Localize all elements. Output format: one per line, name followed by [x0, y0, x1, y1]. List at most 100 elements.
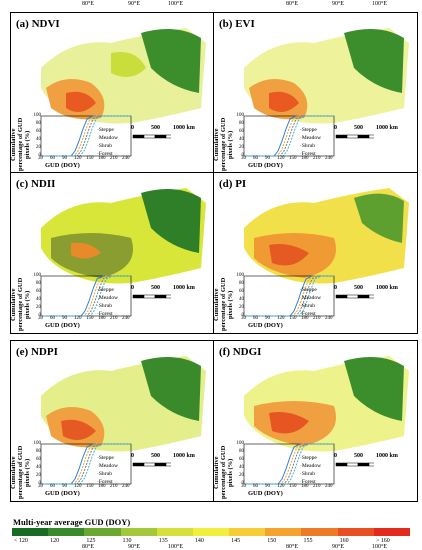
scale-bar-label: 0	[334, 453, 337, 459]
colorbar-swatch	[337, 528, 375, 536]
legend-steppe: -Steppe	[300, 455, 317, 461]
inset-xtick: 180	[301, 156, 309, 161]
inset-xtick: 60	[50, 484, 55, 489]
colorbar-label: 155	[303, 538, 313, 544]
legend-meadow: -Meadow	[97, 135, 119, 141]
legend-steppe: -Steppe	[300, 287, 317, 293]
map-d	[244, 188, 409, 284]
inset-ytick: 40	[36, 297, 41, 302]
inset-ytick: 80	[239, 281, 244, 286]
colorbar-swatch	[48, 528, 85, 536]
inset-ytick: 60	[36, 289, 41, 294]
colorbar-label: 120	[50, 538, 60, 544]
inset-xtick: 150	[86, 156, 94, 161]
inset-xtick: 90	[265, 484, 270, 489]
legend-shrub: -Shrub	[97, 143, 112, 149]
scale-bar-label: 500	[354, 285, 363, 291]
series-line-forest	[244, 115, 334, 157]
inset-xtick: 210	[110, 156, 118, 161]
colorbar-swatch	[156, 528, 194, 536]
bottom-degree-label: 100°E	[372, 544, 388, 550]
series-line-forest	[41, 443, 131, 485]
inset-ytick: 20	[36, 145, 41, 150]
inset-ytick: 60	[36, 457, 41, 462]
legend-forest: -Forest	[97, 151, 113, 157]
inset-ytick: 40	[36, 137, 41, 142]
inset-xtick: 210	[313, 484, 321, 489]
inset-xtick: 180	[301, 484, 309, 489]
panel-d: (d) PI Cumulative percentage of GUD pixe…	[213, 172, 418, 334]
inset-ytick: 80	[36, 449, 41, 454]
inset-xtick: 30	[241, 484, 246, 489]
scale-bar-label: 0	[131, 285, 134, 291]
scale-bar-label: 0	[334, 285, 337, 291]
inset-ytick: 20	[239, 305, 244, 310]
inset-xtick: 90	[265, 156, 270, 161]
inset-xtick: 150	[289, 484, 297, 489]
colorbar-label: < 120	[14, 538, 28, 544]
inset-ytick: 80	[239, 449, 244, 454]
inset-ytick: 100	[33, 273, 42, 278]
legend-shrub: -Shrub	[97, 471, 112, 477]
cumulative-chart	[243, 115, 374, 157]
legend-meadow: -Meadow	[300, 295, 322, 301]
inset-xlabel: GUD (DOY)	[248, 322, 283, 329]
panel-b: (b) EVI Cumulative percentage of GUD pix…	[213, 12, 418, 174]
inset-xtick: 150	[86, 484, 94, 489]
legend-forest: -Forest	[300, 479, 316, 485]
legend-meadow: -Meadow	[97, 295, 119, 301]
inset-xtick: 30	[241, 316, 246, 321]
scale-bar-label: 500	[354, 453, 363, 459]
colorbar-swatch	[12, 528, 49, 536]
scale-bar	[335, 134, 374, 139]
map-a	[41, 28, 206, 124]
panel-label: (e) NDPI	[16, 346, 58, 358]
legend-shrub: -Shrub	[300, 471, 315, 477]
scale-bar	[132, 462, 171, 467]
inset-xlabel: GUD (DOY)	[248, 162, 283, 169]
scale-bar-label: 500	[151, 125, 160, 131]
colorbar-title: Multi-year average GUD (DOY)	[13, 517, 131, 527]
colorbar-swatch	[120, 528, 158, 536]
scale-bar-label: 1000 km	[376, 125, 398, 131]
colorbar-swatch	[265, 528, 302, 536]
legend-forest: -Forest	[300, 311, 316, 317]
inset-ytick: 20	[36, 305, 41, 310]
inset-xtick: 120	[74, 316, 82, 321]
inset-ytick: 0	[38, 313, 42, 318]
bottom-degree-label: 90°E	[128, 544, 141, 550]
scale-bar-label: 1000 km	[173, 453, 195, 459]
scale-bar-label: 0	[334, 125, 337, 131]
colorbar-label: 160	[339, 538, 349, 544]
inset-ytick: 40	[239, 137, 244, 142]
inset-xlabel: GUD (DOY)	[45, 322, 80, 329]
inset-ytick: 40	[239, 465, 244, 470]
chart-axes	[40, 443, 132, 485]
panel-label: (a) NDVI	[16, 18, 60, 30]
inset-xtick: 30	[241, 156, 246, 161]
inset-xtick: 210	[110, 484, 118, 489]
series-line-steppe	[244, 443, 334, 485]
inset-xtick: 240	[325, 316, 333, 321]
inset-xtick: 60	[253, 316, 258, 321]
inset-ytick: 100	[33, 113, 42, 118]
map-c	[41, 188, 206, 284]
inset-xlabel: GUD (DOY)	[45, 162, 80, 169]
inset-xtick: 210	[110, 316, 118, 321]
inset-xtick: 180	[301, 316, 309, 321]
series-line-shrub	[41, 115, 131, 157]
top-degree-label: 100°E	[372, 1, 388, 7]
inset-xtick: 90	[62, 316, 67, 321]
inset-ytick: 0	[241, 313, 245, 318]
map-e	[41, 356, 206, 452]
inset-xtick: 150	[289, 316, 297, 321]
scale-bar-label: 0	[131, 453, 134, 459]
inset-xtick: 90	[265, 316, 270, 321]
colorbar-label: 150	[267, 538, 277, 544]
panel-f: (f) NDGI Cumulative percentage of GUD pi…	[213, 340, 418, 502]
cumulative-chart	[40, 115, 171, 157]
inset-xtick: 150	[289, 156, 297, 161]
inset-xtick: 60	[253, 484, 258, 489]
inset-xtick: 30	[38, 316, 43, 321]
top-degree-label: 90°E	[128, 1, 141, 7]
